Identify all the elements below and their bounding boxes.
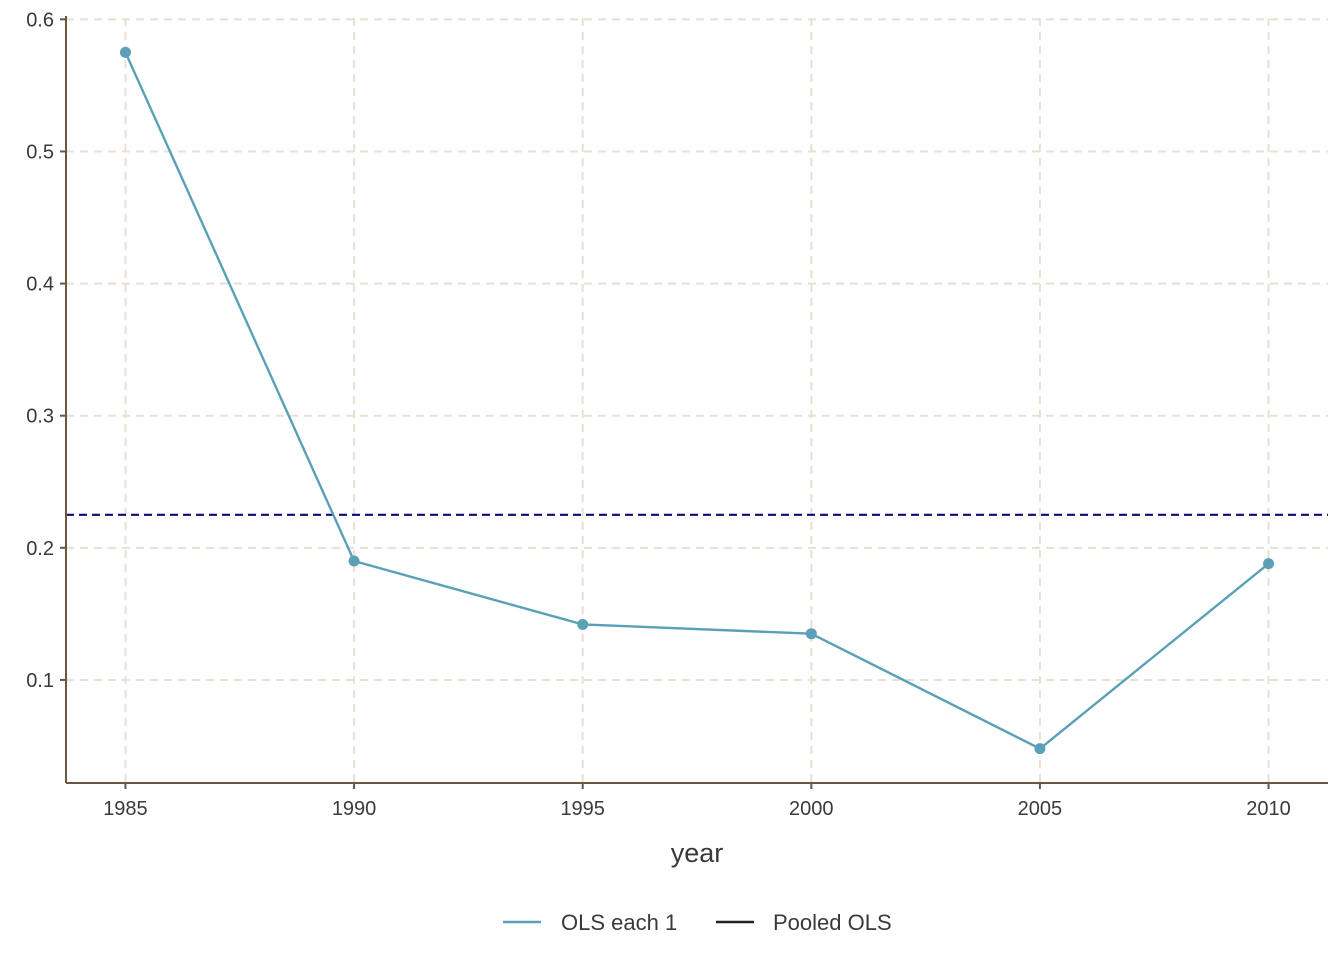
ols-each-point <box>348 555 360 567</box>
ols-each-line <box>124 51 1270 751</box>
tick-labels: 0.1 0.2 0.3 0.4 0.5 0.6 1985 1990 1995 2000 2005 20… <box>26 9 1291 820</box>
legend: OLS each 1 Pooled OLS <box>503 910 892 935</box>
axes <box>60 16 1328 789</box>
ols-each-point <box>119 46 131 58</box>
legend-label-pooled-ols: Pooled OLS <box>773 910 892 935</box>
y-tick-label: 0.1 <box>26 670 54 692</box>
y-tick-label: 0.3 <box>26 406 54 428</box>
x-tick-label: 2005 <box>1018 798 1063 820</box>
y-tick-label: 0.5 <box>26 141 54 163</box>
legend-label-ols-each: OLS each 1 <box>561 910 677 935</box>
x-tick-label: 1990 <box>332 798 377 820</box>
x-tick-label: 2000 <box>789 798 834 820</box>
x-tick-label: 1985 <box>103 798 148 820</box>
x-axis-title: year <box>671 838 724 868</box>
ols-each-series <box>119 46 1275 755</box>
ols-each-point <box>1263 558 1275 570</box>
x-tick-label: 2010 <box>1246 798 1291 820</box>
y-tick-label: 0.6 <box>26 9 54 31</box>
y-tick-label: 0.4 <box>26 274 54 296</box>
x-tick-label: 1995 <box>560 798 605 820</box>
ols-each-point <box>805 628 817 640</box>
ols-each-point <box>577 618 589 630</box>
y-tick-label: 0.2 <box>26 538 54 560</box>
grid <box>66 18 1328 783</box>
ols-each-point <box>1034 743 1046 755</box>
